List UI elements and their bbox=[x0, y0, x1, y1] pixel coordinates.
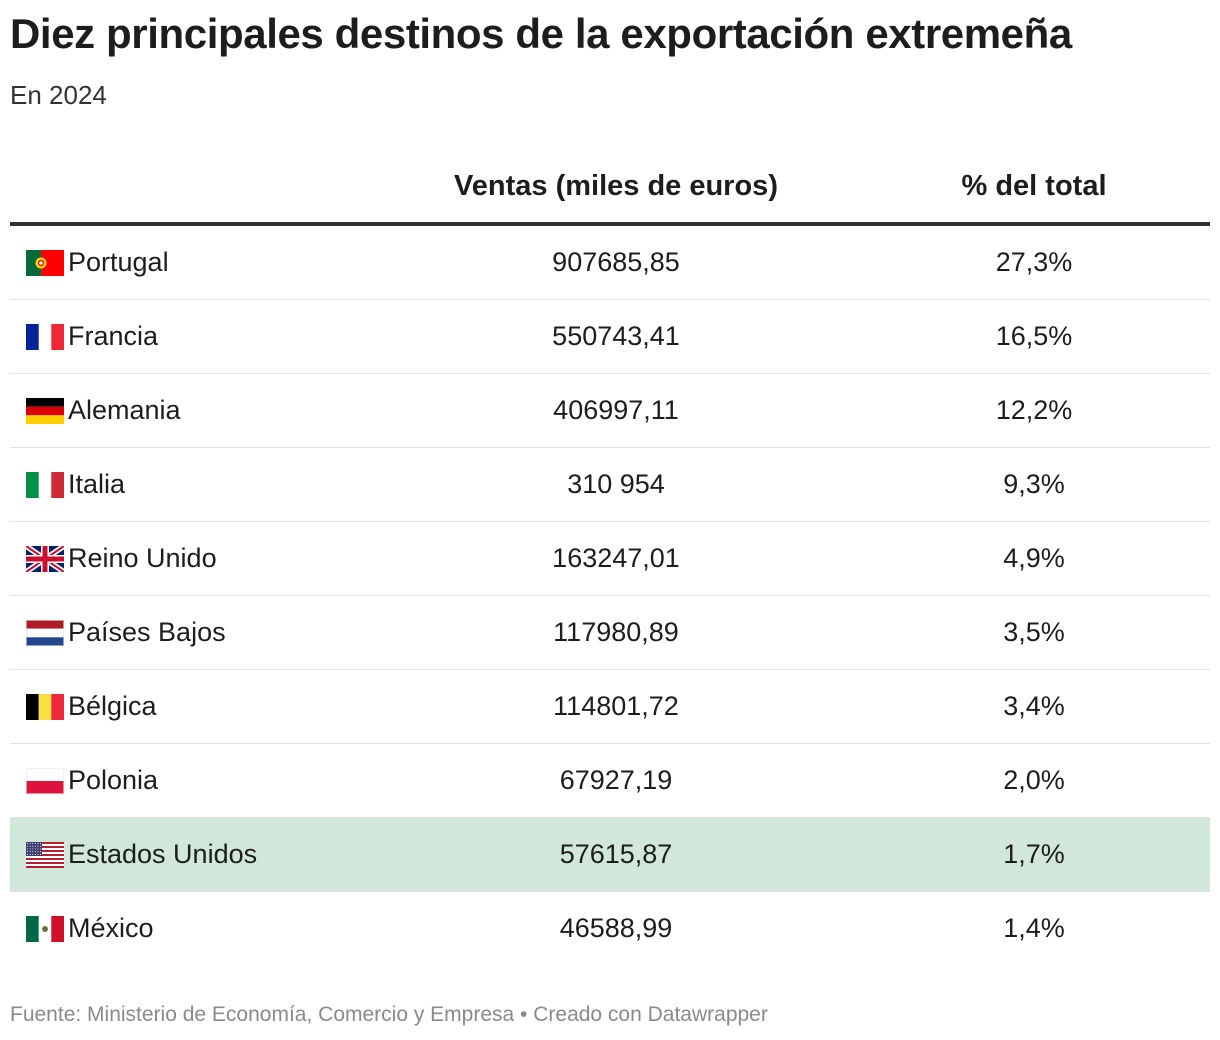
table-row: Italia 310 954 9,3% bbox=[10, 448, 1210, 522]
belgium-flag-icon bbox=[26, 693, 64, 720]
country-name: Italia bbox=[68, 469, 126, 499]
country-cell: Estados Unidos bbox=[26, 818, 366, 891]
table-header: Ventas (miles de euros) % del total bbox=[10, 148, 1210, 226]
sales-cell: 163247,01 bbox=[552, 543, 680, 573]
country-cell: México bbox=[26, 892, 366, 965]
table-row: Países Bajos 117980,89 3,5% bbox=[10, 596, 1210, 670]
percent-cell: 16,5% bbox=[995, 321, 1073, 351]
percent-cell: 3,5% bbox=[1003, 617, 1065, 647]
country-cell: Francia bbox=[26, 300, 366, 373]
country-cell: Bélgica bbox=[26, 670, 366, 743]
sales-cell: 550743,41 bbox=[552, 321, 680, 351]
country-name: Reino Unido bbox=[68, 543, 217, 573]
country-cell: Polonia bbox=[26, 744, 366, 817]
sales-cell: 406997,11 bbox=[553, 395, 679, 425]
country-name: Francia bbox=[68, 321, 159, 351]
france-flag-icon bbox=[26, 323, 64, 350]
country-name: Bélgica bbox=[68, 691, 157, 721]
sales-cell: 67927,19 bbox=[559, 765, 673, 795]
table-body: Portugal 907685,85 27,3% Francia 550743,41 16… bbox=[10, 226, 1210, 965]
percent-cell: 1,4% bbox=[1003, 913, 1065, 943]
sales-cell: 114801,72 bbox=[553, 691, 679, 721]
country-cell: Reino Unido bbox=[26, 522, 366, 595]
country-name: México bbox=[68, 913, 154, 943]
portugal-flag-icon bbox=[26, 249, 64, 276]
table-row: Portugal 907685,85 27,3% bbox=[10, 226, 1210, 300]
country-cell: Países Bajos bbox=[26, 596, 366, 669]
netherlands-flag-icon bbox=[26, 619, 64, 646]
data-table: Ventas (miles de euros) % del total Port… bbox=[10, 148, 1210, 965]
country-name: Polonia bbox=[68, 765, 159, 795]
country-cell: Alemania bbox=[26, 374, 366, 447]
percent-cell: 12,2% bbox=[995, 395, 1073, 425]
uk-flag-icon bbox=[26, 545, 64, 572]
usa-flag-icon bbox=[26, 841, 64, 868]
country-name: Portugal bbox=[68, 247, 169, 277]
table-row: Estados Unidos 57615,87 1,7% bbox=[10, 818, 1210, 892]
percent-cell: 9,3% bbox=[1003, 469, 1065, 499]
percent-cell: 3,4% bbox=[1003, 691, 1065, 721]
table-row: Polonia 67927,19 2,0% bbox=[10, 744, 1210, 818]
percent-cell: 2,0% bbox=[1003, 765, 1065, 795]
chart-subtitle: En 2024 bbox=[10, 80, 107, 110]
percent-cell: 4,9% bbox=[1003, 543, 1065, 573]
sales-cell: 57615,87 bbox=[559, 839, 673, 869]
country-name: Estados Unidos bbox=[68, 839, 258, 869]
column-header-sales[interactable]: Ventas (miles de euros) bbox=[454, 170, 778, 202]
source-footer: Fuente: Ministerio de Economía, Comercio… bbox=[10, 1003, 768, 1026]
country-name: Países Bajos bbox=[68, 617, 226, 647]
percent-cell: 27,3% bbox=[995, 247, 1073, 277]
sales-cell: 310 954 bbox=[567, 469, 665, 499]
table-row: México 46588,99 1,4% bbox=[10, 892, 1210, 965]
table-row: Francia 550743,41 16,5% bbox=[10, 300, 1210, 374]
country-cell: Portugal bbox=[26, 226, 366, 299]
column-header-percent[interactable]: % del total bbox=[961, 170, 1107, 202]
table-row: Reino Unido 163247,01 4,9% bbox=[10, 522, 1210, 596]
sales-cell: 46588,99 bbox=[559, 913, 673, 943]
sales-cell: 117980,89 bbox=[553, 617, 679, 647]
germany-flag-icon bbox=[26, 397, 64, 424]
sales-cell: 907685,85 bbox=[552, 247, 680, 277]
country-cell: Italia bbox=[26, 448, 366, 521]
poland-flag-icon bbox=[26, 767, 64, 794]
percent-cell: 1,7% bbox=[1003, 839, 1065, 869]
italy-flag-icon bbox=[26, 471, 64, 498]
mexico-flag-icon bbox=[26, 915, 64, 942]
table-row: Bélgica 114801,72 3,4% bbox=[10, 670, 1210, 744]
table-row: Alemania 406997,11 12,2% bbox=[10, 374, 1210, 448]
chart-title: Diez principales destinos de la exportac… bbox=[10, 10, 1072, 57]
country-name: Alemania bbox=[68, 395, 181, 425]
